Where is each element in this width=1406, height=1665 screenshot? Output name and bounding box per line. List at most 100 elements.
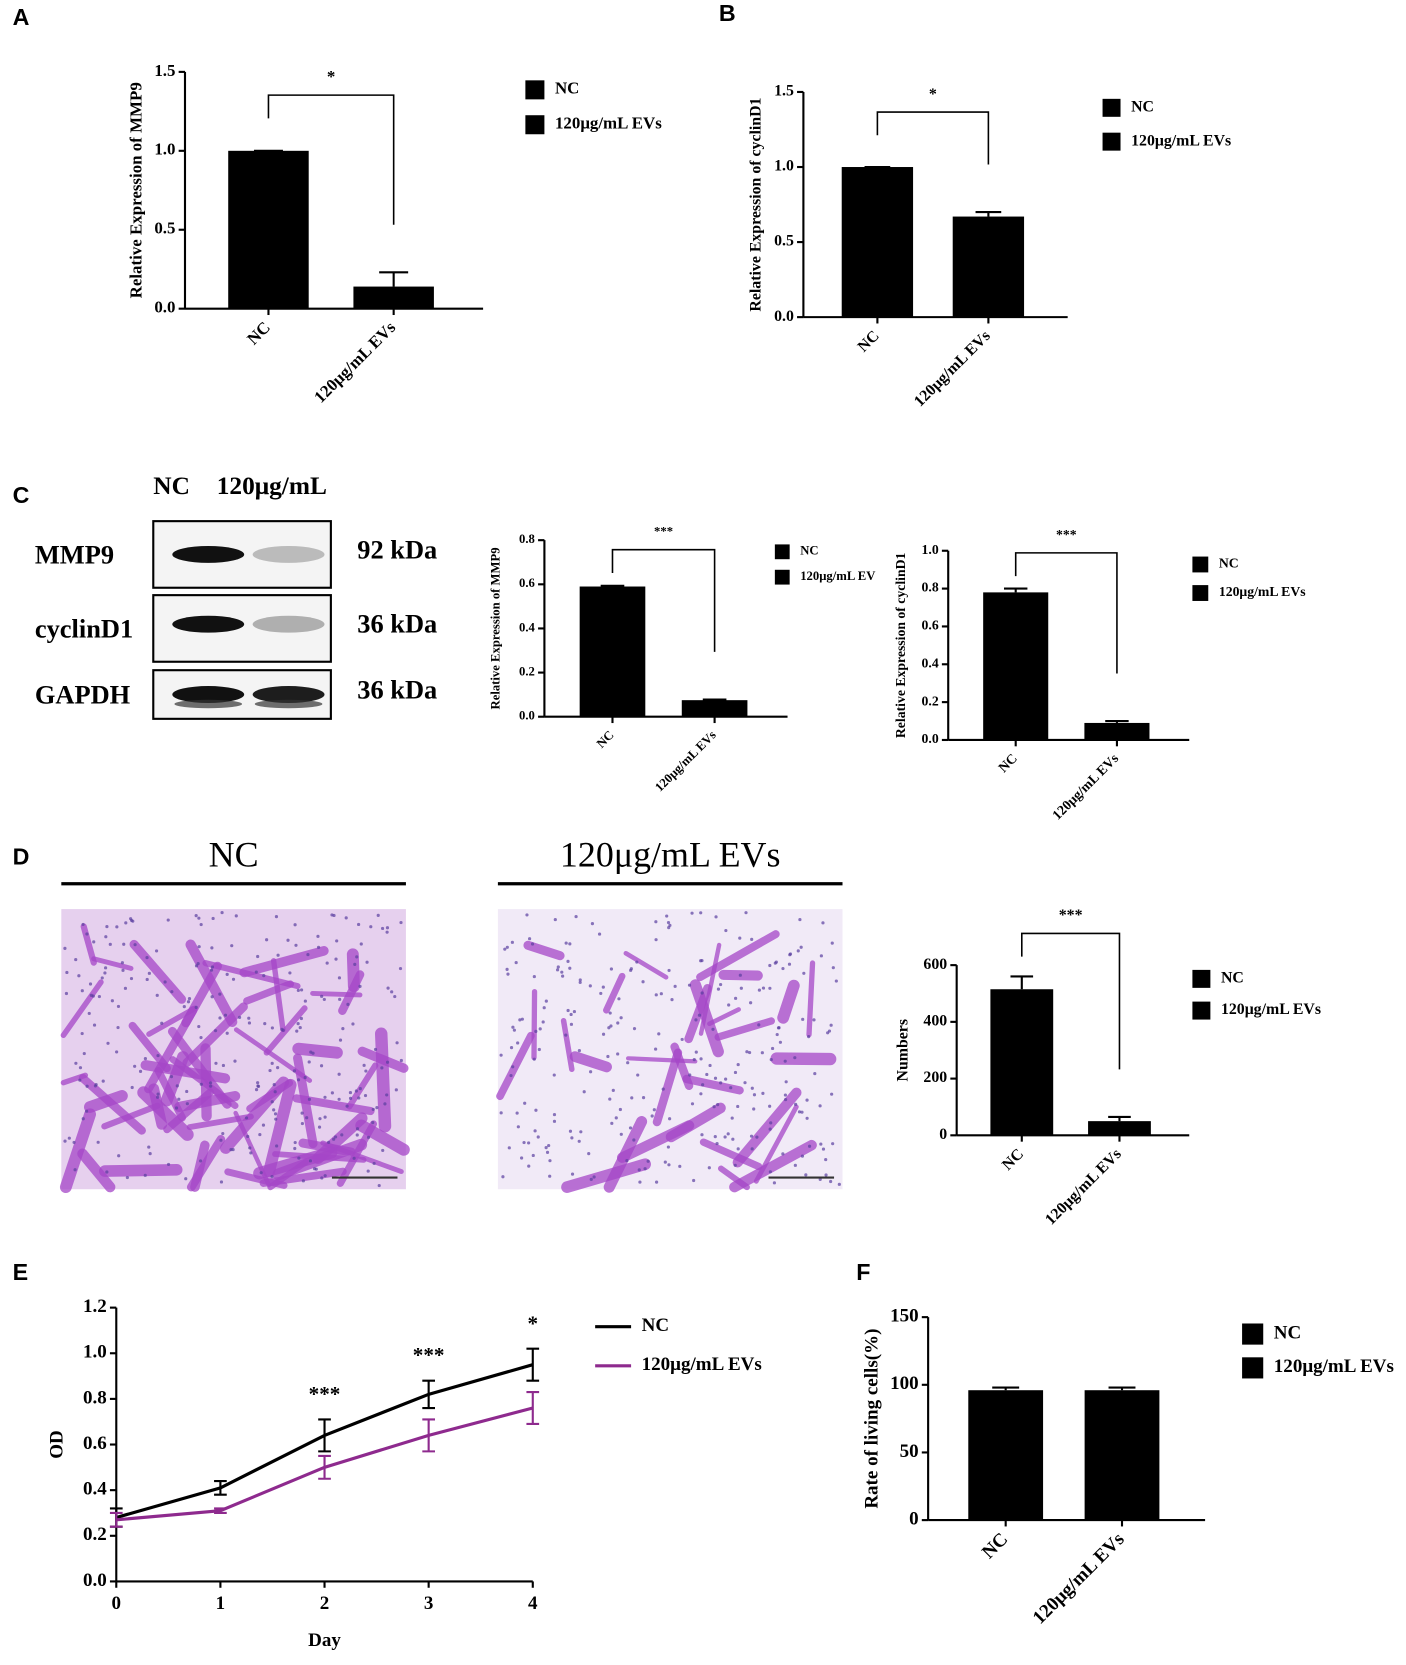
pore	[749, 1134, 754, 1138]
y-tick-label: 100	[890, 1373, 919, 1394]
cell	[239, 946, 329, 978]
pore	[210, 995, 214, 999]
pore	[210, 965, 215, 969]
pore	[196, 962, 200, 966]
pore	[293, 1146, 297, 1151]
cell	[185, 939, 238, 1027]
pore	[663, 1160, 667, 1164]
pore	[505, 967, 509, 971]
pore	[80, 1031, 84, 1036]
pore	[97, 994, 101, 999]
protein-label: GAPDH	[35, 680, 131, 710]
pore	[169, 1075, 174, 1079]
legend-label: 120μg/mL EV	[800, 569, 876, 583]
pore	[506, 972, 510, 976]
x-tick-label: NC	[594, 728, 617, 751]
pore	[708, 1063, 712, 1068]
pore	[335, 939, 339, 943]
cell	[270, 958, 286, 1033]
pore	[288, 971, 292, 975]
pore	[700, 959, 704, 963]
pore	[393, 994, 397, 999]
pore	[248, 1146, 252, 1150]
pore	[800, 1110, 804, 1114]
pore	[197, 916, 201, 920]
pore	[133, 943, 137, 947]
y-tick-label: 1.0	[774, 158, 794, 175]
y-tick-label: 1.0	[922, 542, 939, 557]
pore	[398, 966, 403, 971]
legend-swatch	[1102, 132, 1121, 151]
pore	[357, 922, 361, 927]
pore	[316, 934, 320, 938]
pore	[293, 923, 297, 927]
pore	[81, 922, 85, 927]
legend-label: NC	[1219, 556, 1239, 571]
pore	[163, 980, 167, 984]
pore	[261, 1123, 266, 1127]
panel-label: E	[13, 1259, 29, 1285]
cell	[806, 960, 816, 1038]
pore	[568, 966, 572, 970]
pore	[793, 1056, 797, 1060]
legend-label: 120μg/mL EVs	[1274, 1356, 1394, 1377]
legend-label: 120μg/mL EVs	[1131, 132, 1231, 149]
pore	[750, 1147, 754, 1151]
x-tick-label: 4	[528, 1593, 538, 1614]
pore	[346, 1002, 350, 1006]
pore	[297, 1156, 301, 1160]
legend-label: NC	[1131, 98, 1154, 115]
figure-content: 0.0 0.5 1.0 1.5 Relative Expression of MMP9 A…	[13, 0, 1394, 1651]
error-bar	[109, 1511, 123, 1528]
pore	[358, 1087, 362, 1091]
y-axis-label: Relative Expression of MMP9	[126, 82, 145, 298]
cell	[699, 1138, 763, 1171]
pore	[801, 1017, 805, 1021]
pore	[632, 1027, 637, 1031]
pore	[723, 1135, 727, 1139]
pore	[638, 1180, 642, 1184]
pore	[125, 1175, 129, 1180]
error-bar	[526, 1390, 540, 1426]
pore	[597, 932, 602, 936]
error-shape	[422, 1418, 435, 1453]
pore	[194, 1005, 198, 1009]
pore	[750, 1086, 754, 1090]
bar	[681, 700, 748, 717]
pore	[385, 1093, 389, 1097]
pore	[837, 1182, 841, 1186]
bar	[983, 592, 1049, 740]
y-tick-label: 1.5	[774, 83, 794, 100]
pore	[108, 942, 112, 946]
pore	[340, 1133, 344, 1137]
pore	[100, 976, 104, 980]
pore	[625, 1159, 629, 1163]
pore	[64, 991, 69, 996]
pore	[561, 974, 565, 978]
pore	[538, 1027, 542, 1031]
significance-label: *	[327, 67, 335, 86]
pore	[499, 1111, 503, 1115]
pore	[85, 932, 89, 936]
pore	[569, 1012, 573, 1017]
x-tick-label: 120μg/mL EVs	[310, 317, 399, 406]
significance-label: ***	[1059, 907, 1083, 924]
error-bar	[379, 271, 409, 287]
cell	[99, 1163, 183, 1177]
pore	[760, 1051, 764, 1055]
pore	[270, 1026, 274, 1030]
pore	[589, 1177, 593, 1181]
panel-label: A	[13, 4, 30, 30]
cell	[77, 1148, 116, 1193]
y-axis-label: Rate of living cells(%)	[862, 1329, 883, 1509]
significance-bracket	[1014, 552, 1118, 674]
pore	[307, 1060, 311, 1064]
pore	[371, 1121, 375, 1125]
pore	[601, 985, 605, 989]
pore	[182, 1005, 186, 1009]
error-bar	[214, 1479, 227, 1496]
cell	[59, 1108, 96, 1194]
y-tick-label: 200	[923, 1069, 947, 1086]
pore	[812, 1018, 816, 1022]
pore	[577, 1049, 581, 1053]
